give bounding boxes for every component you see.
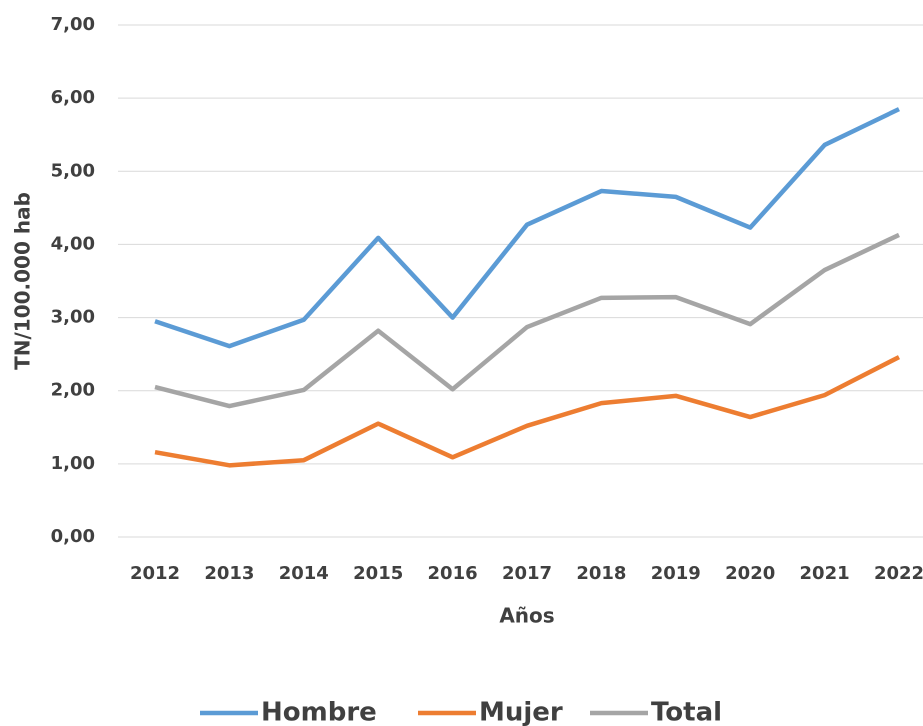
x-tick-label: 2017 <box>502 563 552 584</box>
legend-label: Mujer <box>479 698 563 726</box>
y-tick-label: 0,00 <box>51 526 95 547</box>
legend-label: Hombre <box>261 698 377 726</box>
x-tick-label: 2021 <box>800 563 850 584</box>
y-tick-label: 7,00 <box>51 14 95 35</box>
y-tick-label: 2,00 <box>51 380 95 401</box>
x-tick-label: 2022 <box>874 563 923 584</box>
x-tick-label: 2015 <box>353 563 403 584</box>
x-tick-label: 2016 <box>428 563 478 584</box>
legend-label: Total <box>651 698 722 726</box>
x-tick-label: 2019 <box>651 563 701 584</box>
y-tick-label: 4,00 <box>51 233 95 254</box>
y-tick-label: 6,00 <box>51 87 95 108</box>
x-tick-label: 2013 <box>204 563 254 584</box>
y-tick-label: 3,00 <box>51 307 95 328</box>
x-tick-label: 2012 <box>130 563 180 584</box>
series-line <box>154 232 900 409</box>
x-tick-label: 2020 <box>725 563 775 584</box>
x-axis-title: Años <box>499 604 554 628</box>
y-axis-title: TN/100.000 hab <box>11 192 35 370</box>
y-tick-label: 5,00 <box>51 160 95 181</box>
x-tick-label: 2018 <box>576 563 626 584</box>
x-tick-label: 2014 <box>279 563 329 584</box>
y-tick-label: 1,00 <box>51 453 95 474</box>
series-line <box>154 355 901 468</box>
series-line <box>154 107 900 349</box>
